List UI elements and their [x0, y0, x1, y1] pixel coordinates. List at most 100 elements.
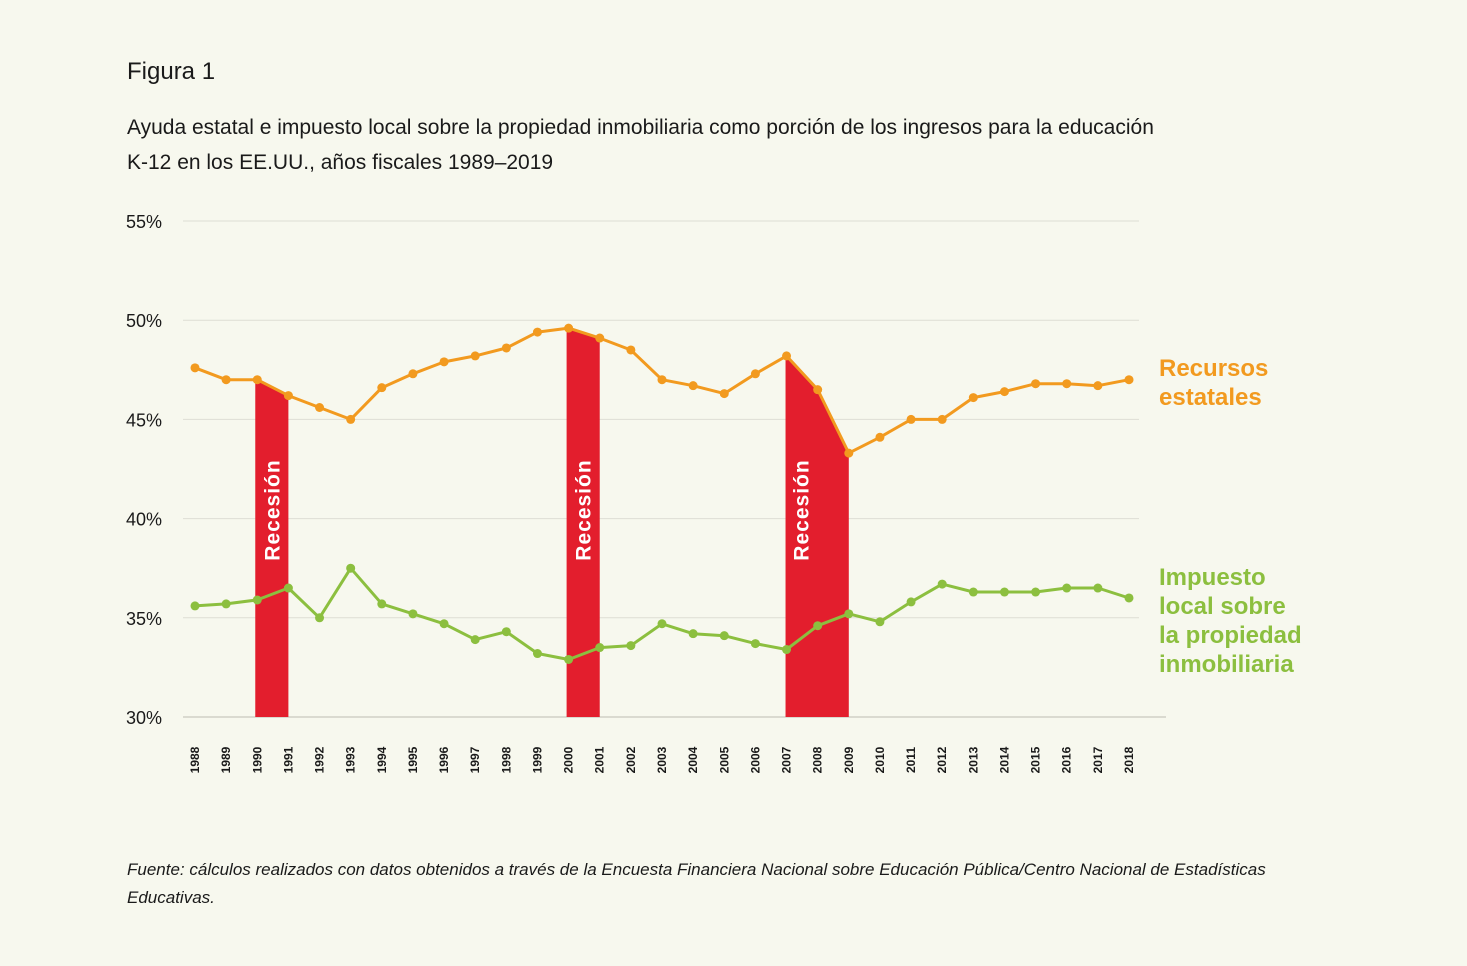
property-tax-point: [595, 643, 605, 653]
x-tick-label: 1989: [219, 746, 233, 773]
x-tick-label: 2009: [842, 746, 856, 773]
state-aid-point: [283, 391, 293, 401]
x-tick-label: 1998: [499, 746, 513, 773]
recession-bands: Recesión Recesión Recesión: [255, 328, 849, 717]
property-tax-point: [1031, 587, 1041, 597]
x-tick-label: 2004: [686, 746, 700, 773]
x-tick-label: 1996: [437, 746, 451, 773]
property-tax-point: [968, 587, 978, 597]
state-aid-point: [190, 363, 200, 373]
state-aid-point: [1124, 375, 1134, 385]
property-tax-point: [782, 645, 792, 655]
property-tax-line: [194, 566, 1130, 661]
x-tick-label: 1993: [344, 746, 358, 773]
recession-band: [255, 379, 289, 717]
state-aid-point: [937, 414, 947, 424]
property-tax-point: [439, 619, 449, 629]
x-tick-label: 2008: [811, 746, 825, 773]
x-tick-label: 1992: [313, 746, 327, 773]
state-aid-point: [532, 327, 542, 337]
property-tax-label: Impuesto: [1159, 564, 1266, 591]
x-tick-label: 2006: [748, 746, 762, 773]
x-axis-ticks: 1988 1989 1990 1991 1992 1993 1994 1995 1996 1997…: [188, 746, 1136, 773]
state-aid-label: Recursos: [1159, 355, 1268, 382]
property-tax-point: [1093, 583, 1103, 593]
y-axis-ticks: 30% 35% 40% 45% 50% 55%: [126, 212, 162, 728]
property-tax-point: [688, 629, 698, 639]
state-aid-line: [194, 326, 1130, 455]
x-tick-label: 2014: [997, 746, 1011, 773]
property-tax-point: [906, 597, 916, 607]
state-aid-point: [875, 432, 885, 442]
property-tax-point: [626, 641, 636, 651]
property-tax-label: inmobiliaria: [1159, 651, 1294, 678]
property-tax-point: [252, 595, 262, 605]
figure-label: Figura 1: [127, 58, 216, 85]
state-aid-point: [221, 375, 231, 385]
state-aid-point: [408, 369, 418, 379]
state-aid-point: [346, 414, 356, 424]
y-tick-label: 45%: [126, 410, 162, 430]
x-tick-label: 2017: [1091, 746, 1105, 773]
property-tax-point: [1124, 593, 1134, 603]
x-tick-label: 2012: [935, 746, 949, 773]
x-tick-label: 2000: [562, 746, 576, 773]
state-aid-label: estatales: [1159, 384, 1262, 411]
x-tick-label: 2013: [966, 746, 980, 773]
y-tick-label: 50%: [126, 311, 162, 331]
property-tax-point: [719, 631, 729, 641]
source-note: Fuente: cálculos realizados con datos ob…: [127, 860, 1266, 907]
x-tick-label: 1997: [468, 746, 482, 773]
x-tick-label: 1988: [188, 746, 202, 773]
property-tax-point: [190, 601, 200, 611]
x-tick-label: 2016: [1060, 746, 1074, 773]
x-tick-label: 1999: [530, 746, 544, 773]
y-tick-label: 35%: [126, 609, 162, 629]
x-tick-label: 1995: [406, 746, 420, 773]
recession-label: Recesión: [573, 459, 596, 560]
property-tax-point: [657, 619, 667, 629]
y-tick-label: 40%: [126, 510, 162, 530]
state-aid-point: [595, 333, 605, 343]
property-tax-point: [813, 621, 823, 631]
state-aid-point: [813, 385, 823, 395]
property-tax-point: [937, 579, 947, 589]
chart-subtitle: Ayuda estatal e impuesto local sobre la …: [127, 116, 1154, 174]
property-tax-point: [377, 599, 387, 609]
state-aid-point: [564, 323, 574, 333]
x-tick-label: 2002: [624, 746, 638, 773]
recession-label: Recesión: [791, 459, 814, 560]
grid-lines: [183, 220, 1166, 718]
x-tick-label: 2003: [655, 746, 669, 773]
state-aid-point: [906, 414, 916, 424]
recession-band: [785, 355, 849, 717]
x-tick-label: 1991: [281, 746, 295, 773]
state-aid-point: [377, 383, 387, 393]
x-tick-label: 2007: [780, 746, 794, 773]
state-aid-point: [750, 369, 760, 379]
state-aid-point: [688, 381, 698, 391]
property-tax-point: [1062, 583, 1072, 593]
property-tax-point: [283, 583, 293, 593]
property-tax-point: [501, 627, 511, 637]
property-tax-point: [470, 635, 480, 645]
x-tick-label: 2001: [593, 746, 607, 773]
x-tick-label: 1990: [250, 746, 264, 773]
y-tick-label: 55%: [126, 212, 162, 232]
y-tick-label: 30%: [126, 708, 162, 728]
x-tick-label: 1994: [375, 746, 389, 773]
property-tax-label: la propiedad: [1159, 622, 1302, 649]
property-tax-point: [221, 599, 231, 609]
x-tick-label: 2015: [1029, 746, 1043, 773]
property-tax-point: [408, 609, 418, 619]
property-tax-point: [844, 609, 854, 619]
property-tax-point: [999, 587, 1009, 597]
state-aid-point: [657, 375, 667, 385]
x-tick-label: 2005: [717, 746, 731, 773]
state-aid-point: [1062, 379, 1072, 389]
state-aid-point: [1031, 379, 1041, 389]
state-aid-point: [999, 387, 1009, 397]
state-aid-point: [501, 343, 511, 353]
state-aid-point: [439, 357, 449, 367]
